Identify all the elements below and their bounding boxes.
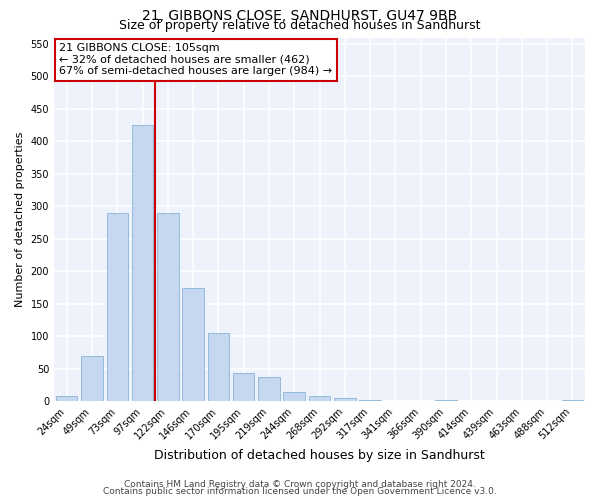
Bar: [359, 400, 381, 402]
Bar: [385, 400, 406, 402]
Bar: [107, 213, 128, 402]
Bar: [132, 125, 153, 402]
Text: Contains HM Land Registry data © Crown copyright and database right 2024.: Contains HM Land Registry data © Crown c…: [124, 480, 476, 489]
Bar: [56, 396, 77, 402]
Text: Size of property relative to detached houses in Sandhurst: Size of property relative to detached ho…: [119, 19, 481, 32]
Bar: [233, 374, 254, 402]
Bar: [258, 376, 280, 402]
Bar: [182, 288, 204, 402]
Bar: [283, 392, 305, 402]
Bar: [81, 356, 103, 402]
X-axis label: Distribution of detached houses by size in Sandhurst: Distribution of detached houses by size …: [154, 450, 485, 462]
Bar: [334, 398, 356, 402]
Bar: [208, 333, 229, 402]
Bar: [157, 213, 179, 402]
Text: Contains public sector information licensed under the Open Government Licence v3: Contains public sector information licen…: [103, 487, 497, 496]
Bar: [562, 400, 583, 402]
Text: 21, GIBBONS CLOSE, SANDHURST, GU47 9BB: 21, GIBBONS CLOSE, SANDHURST, GU47 9BB: [142, 9, 458, 23]
Y-axis label: Number of detached properties: Number of detached properties: [15, 132, 25, 307]
Bar: [309, 396, 330, 402]
Text: 21 GIBBONS CLOSE: 105sqm
← 32% of detached houses are smaller (462)
67% of semi-: 21 GIBBONS CLOSE: 105sqm ← 32% of detach…: [59, 43, 332, 76]
Bar: [435, 400, 457, 402]
